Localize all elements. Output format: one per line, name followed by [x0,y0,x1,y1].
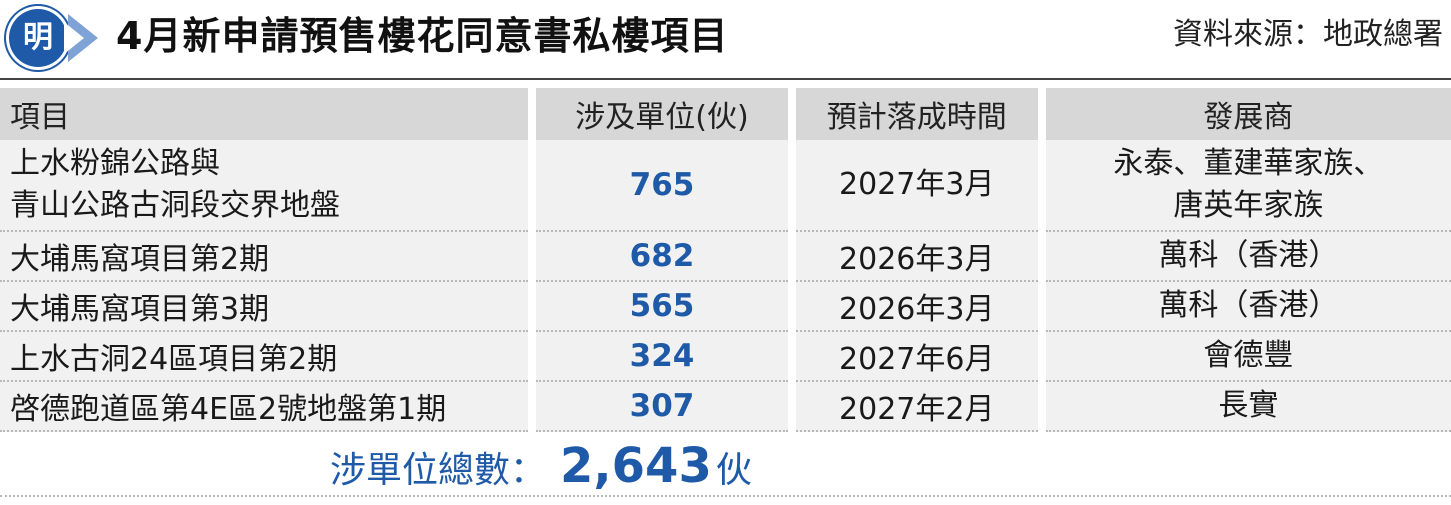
completion-cell: 2026年3月 [795,232,1038,282]
column-header-completion: 預計落成時間 [795,88,1038,140]
column-header-units: 涉及單位(伙) [536,88,788,140]
units-cell: 324 [536,332,788,382]
title-divider [0,78,1451,80]
table-row: 大埔馬窩項目第2期 682 2026年3月 萬科（香港） [0,232,1451,282]
completion-cell: 2027年6月 [795,332,1038,382]
project-cell: 啓德跑道區第4E區2號地盤第1期 [0,382,529,432]
project-cell: 大埔馬窩項目第3期 [0,282,529,332]
page-title: 4月新申請預售樓花同意書私樓項目 [116,14,729,58]
total-label: 涉單位總數： [330,450,547,491]
completion-cell: 2027年2月 [795,382,1038,432]
completion-cell: 2027年3月 [795,140,1038,232]
developer-cell: 長實 [1045,382,1451,432]
developer-cell: 萬科（香港） [1045,282,1451,332]
units-cell: 765 [536,140,788,232]
header: 明 4月新申請預售樓花同意書私樓項目 資料來源：地政總署 [0,0,1451,76]
table-row: 大埔馬窩項目第3期 565 2026年3月 萬科（香港） [0,282,1451,332]
project-cell: 上水古洞24區項目第2期 [0,332,529,382]
total-unit: 伙 [715,450,752,491]
table-row: 上水粉錦公路與 青山公路古洞段交界地盤 765 2027年3月 永泰、董建華家族… [0,140,1451,232]
total-value: 2,643 [560,438,712,494]
total-summary: 涉單位總數： 2,643 伙 [330,438,752,494]
table-header-row: 項目 涉及單位(伙) 預計落成時間 發展商 [0,88,1451,140]
units-cell: 307 [536,382,788,432]
column-header-developer: 發展商 [1045,88,1451,140]
project-name-line: 青山公路古洞段交界地盤 [10,188,340,223]
table-row: 啓德跑道區第4E區2號地盤第1期 307 2027年2月 長實 [0,382,1451,432]
projects-table: 項目 涉及單位(伙) 預計落成時間 發展商 上水粉錦公路與 青山公路古洞段交界地… [0,88,1451,432]
developer-cell: 萬科（香港） [1045,232,1451,282]
project-cell: 大埔馬窩項目第2期 [0,232,529,282]
units-cell: 682 [536,232,788,282]
developer-name-line: 唐英年家族 [1173,188,1324,223]
table-row: 上水古洞24區項目第2期 324 2027年6月 會德豐 [0,332,1451,382]
developer-cell: 永泰、董建華家族、 唐英年家族 [1045,140,1451,232]
developer-cell: 會德豐 [1045,332,1451,382]
units-cell: 565 [536,282,788,332]
source-note: 資料來源：地政總署 [1173,17,1443,52]
bottom-divider [0,495,1451,498]
project-cell: 上水粉錦公路與 青山公路古洞段交界地盤 [0,140,529,232]
logo-arrow-inner [64,22,84,54]
completion-cell: 2026年3月 [795,282,1038,332]
brand-logo: 明 [6,6,70,70]
column-header-project: 項目 [0,88,529,140]
project-name-line: 上水粉錦公路與 [10,146,220,181]
developer-name-line: 永泰、董建華家族、 [1113,146,1384,181]
